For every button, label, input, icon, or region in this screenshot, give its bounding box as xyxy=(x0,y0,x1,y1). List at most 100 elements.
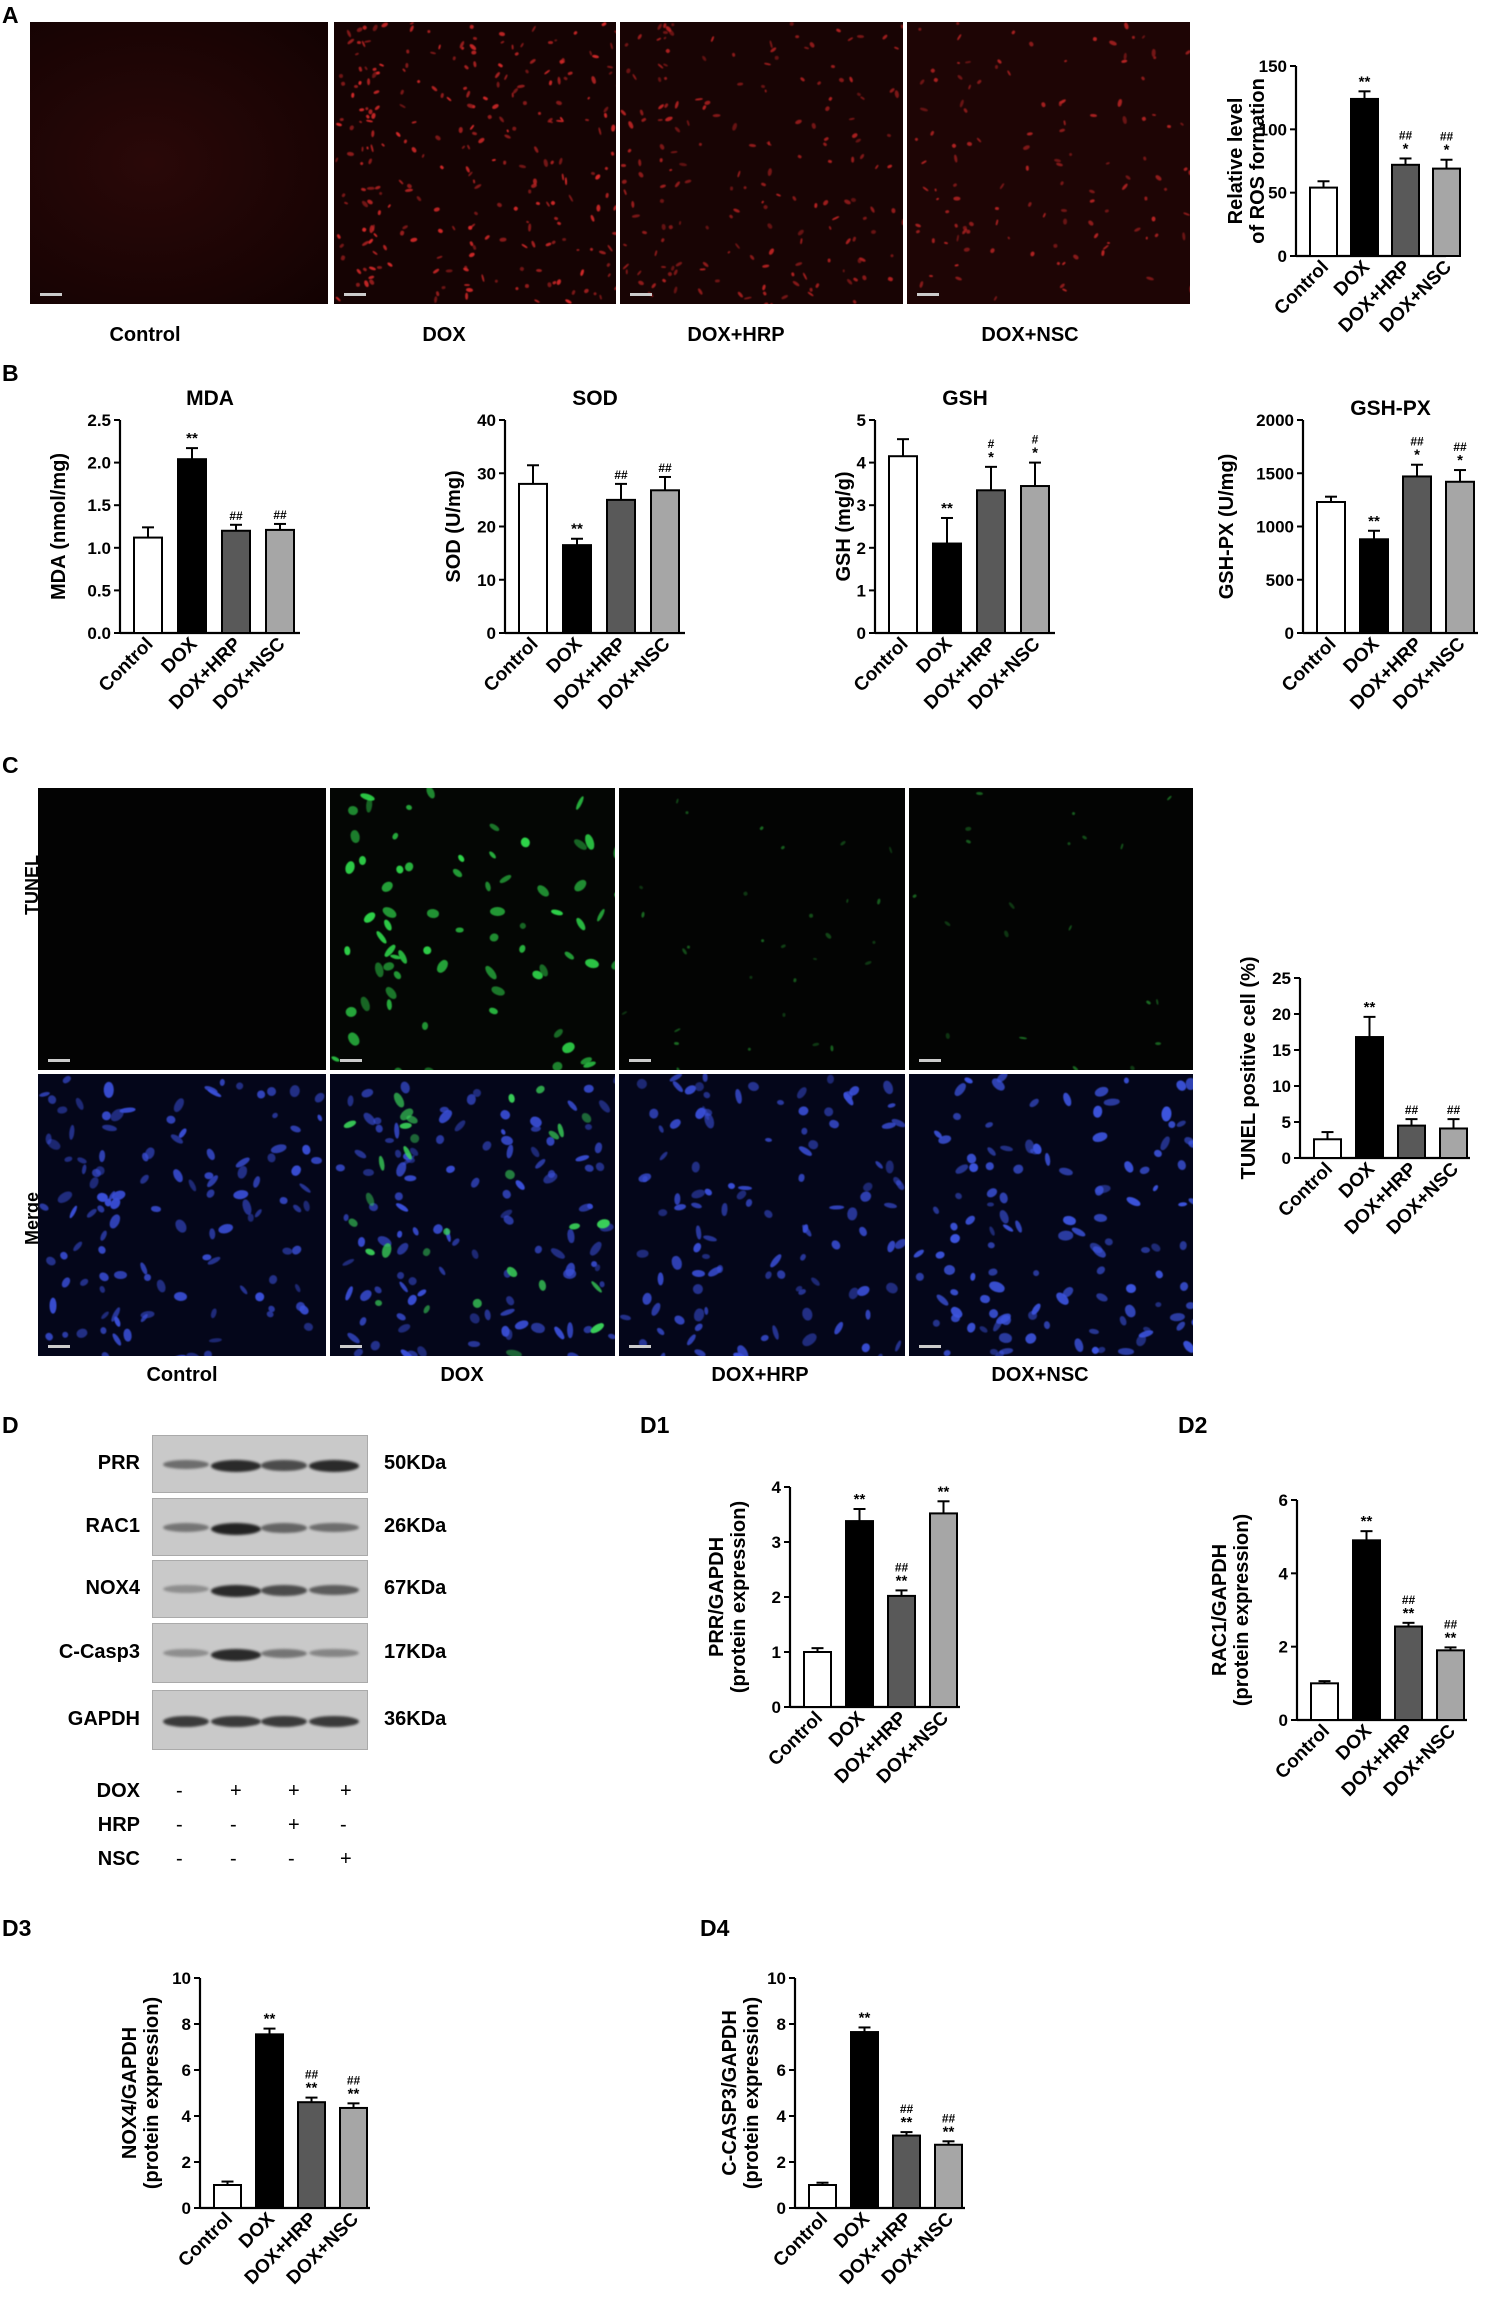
bar-dox-hrp xyxy=(1397,1124,1426,1160)
significance-mark: # xyxy=(1032,433,1039,447)
bar-dox-hrp xyxy=(892,2134,921,2209)
blot-band xyxy=(309,1523,359,1533)
y-axis-label: GSH (mg/g) xyxy=(833,472,855,582)
blot-band xyxy=(261,1716,307,1728)
y-tick-label: 0 xyxy=(777,2199,786,2218)
y-tick-label: 0 xyxy=(1279,1711,1288,1730)
y-tick-label: 4 xyxy=(777,2107,787,2126)
bar-control xyxy=(1310,1682,1339,1721)
y-tick-label: 0 xyxy=(1285,624,1294,643)
protein-label-c-casp3: C-Casp3 xyxy=(58,1641,140,1663)
y-tick-label: 40 xyxy=(477,411,496,430)
chart-b-gshpx: 0500100015002000Control**DOX*##DOX+HRP*#… xyxy=(1216,397,1478,714)
treatment-sign: - xyxy=(340,1814,347,1836)
y-tick-label: 2 xyxy=(857,539,866,558)
chart-c-tunel: 0510152025Control**DOX##DOX+HRP##DOX+NSC… xyxy=(1238,956,1470,1239)
significance-mark: ** xyxy=(938,1483,950,1500)
y-axis-label: (protein expression) xyxy=(741,1997,763,2189)
bar-dox-hrp xyxy=(976,489,1006,635)
bar-dox-nsc xyxy=(1436,1649,1465,1721)
bar-dox xyxy=(177,458,207,634)
protein-size-label: 17KDa xyxy=(384,1641,447,1663)
significance-mark: ## xyxy=(658,461,672,475)
y-axis-label: C-CASP3/GAPDH xyxy=(720,2010,741,2176)
y-tick-label: 4 xyxy=(182,2107,192,2126)
y-axis-label: NOX4/GAPDH xyxy=(119,2027,141,2159)
y-axis-label: RAC1/GAPDH xyxy=(1209,1544,1231,1676)
micro-c-merge-dox-hrp xyxy=(619,1074,905,1356)
micro-c-tunel-dox-hrp xyxy=(619,788,905,1070)
caption-a-dox-hrp: DOX+HRP xyxy=(687,324,785,346)
treatment-label-dox: DOX xyxy=(96,1780,140,1802)
y-axis-label: PRR/GAPDH xyxy=(706,1537,728,1657)
chart-d2-rac1: 0246Control**DOX**##DOX+HRP**##DOX+NSCRA… xyxy=(1209,1491,1467,1801)
bar-dox-nsc xyxy=(1020,485,1050,634)
y-axis-label: (protein expression) xyxy=(141,1997,163,2189)
blot-band xyxy=(211,1523,261,1535)
bar-control xyxy=(133,536,163,635)
significance-mark: * xyxy=(1414,447,1420,464)
protein-size-label: 67KDa xyxy=(384,1577,447,1599)
significance-mark: ## xyxy=(229,509,243,523)
bar-dox-hrp xyxy=(1402,475,1432,634)
significance-mark: ## xyxy=(305,2068,319,2082)
y-tick-label: 5 xyxy=(857,411,866,430)
significance-mark: ** xyxy=(186,430,198,447)
bar-dox-hrp xyxy=(887,1594,916,1708)
bar-dox xyxy=(845,1520,874,1708)
significance-mark: ## xyxy=(273,508,287,522)
micro-a-dox-nsc xyxy=(907,22,1190,304)
significance-mark: ## xyxy=(942,2111,956,2125)
caption-c-dox-hrp: DOX+HRP xyxy=(711,1364,809,1386)
significance-mark: ** xyxy=(1364,999,1376,1016)
blot-band xyxy=(309,1649,359,1658)
protein-size-label: 26KDa xyxy=(384,1515,447,1537)
y-tick-label: 2000 xyxy=(1256,411,1294,430)
significance-mark: * xyxy=(988,449,994,466)
y-tick-label: 0 xyxy=(487,624,496,643)
y-tick-label: 4 xyxy=(857,454,867,473)
bar-dox-nsc xyxy=(265,528,295,635)
bar-dox-nsc xyxy=(1432,167,1461,258)
significance-mark: * xyxy=(1032,445,1038,462)
y-tick-label: 25 xyxy=(1272,969,1291,988)
treatment-sign: + xyxy=(288,1814,300,1836)
significance-mark: ** xyxy=(306,2080,318,2097)
significance-mark: # xyxy=(988,437,995,451)
blot-band xyxy=(211,1649,261,1661)
bar-control xyxy=(888,455,918,634)
bar-control xyxy=(1316,501,1346,634)
protein-label-prr: PRR xyxy=(97,1452,140,1474)
treatment-sign: + xyxy=(340,1848,352,1870)
protein-label-gapdh: GAPDH xyxy=(67,1708,140,1730)
y-axis-label: (protein expression) xyxy=(728,1501,750,1693)
bar-dox-nsc xyxy=(934,2143,963,2209)
significance-mark: ## xyxy=(1410,435,1424,449)
significance-mark: ** xyxy=(1368,513,1380,530)
blot-band xyxy=(163,1585,209,1594)
treatment-sign: - xyxy=(176,1814,183,1836)
y-tick-label: 0 xyxy=(772,1698,781,1717)
chart-b-mda: 0.00.51.01.52.02.5Control**DOX##DOX+HRP#… xyxy=(48,387,300,714)
bar-dox-hrp xyxy=(297,2101,326,2209)
protein-label-nox4: NOX4 xyxy=(85,1577,140,1599)
chart-b-gsh: 012345Control**DOX*#DOX+HRP*#DOX+NSCGSHG… xyxy=(833,387,1055,714)
micro-c-merge-dox-nsc xyxy=(909,1074,1193,1356)
significance-mark: ** xyxy=(264,2011,276,2028)
chart-title: GSH-PX xyxy=(1350,397,1431,420)
y-tick-label: 0.5 xyxy=(87,581,111,600)
category-label: Control xyxy=(1278,634,1341,697)
western-blot xyxy=(152,1435,368,1760)
y-tick-label: 2.5 xyxy=(87,411,111,430)
bar-control xyxy=(518,482,548,635)
y-tick-label: 150 xyxy=(1259,57,1287,76)
blot-strip-rac1 xyxy=(152,1498,368,1556)
blot-band xyxy=(309,1716,359,1728)
y-tick-label: 500 xyxy=(1266,571,1294,590)
bar-dox xyxy=(1350,97,1379,257)
significance-mark: ** xyxy=(1445,1629,1457,1646)
caption-a-dox: DOX xyxy=(422,324,466,346)
category-label: Control xyxy=(1270,257,1333,320)
y-tick-label: 4 xyxy=(1279,1564,1289,1583)
micro-c-tunel-dox-nsc xyxy=(909,788,1193,1070)
